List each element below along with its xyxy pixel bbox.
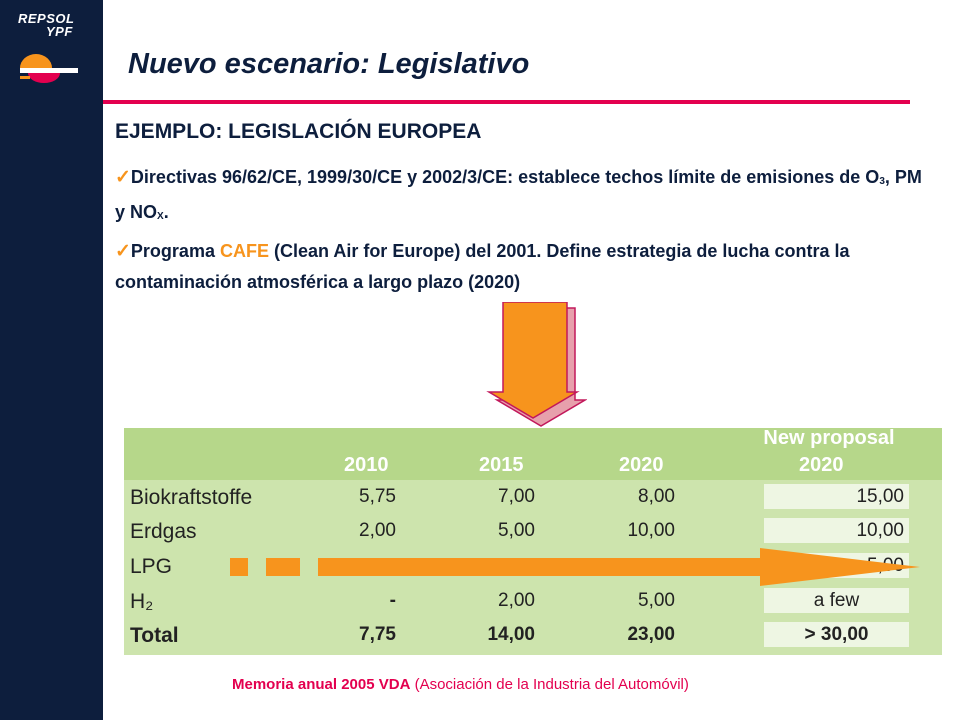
new-proposal-label: New proposal xyxy=(763,427,895,449)
cafe-highlight: CAFE xyxy=(219,241,269,261)
logo-text-repsol: REPSOL xyxy=(18,11,75,26)
subscript: X xyxy=(157,211,164,222)
row-label: LPG xyxy=(130,555,173,578)
row-label: Total xyxy=(130,624,179,647)
sidebar-band: REPSOL YPF xyxy=(0,0,103,720)
row-label: Biokraftstoffe xyxy=(130,486,253,509)
cell: 7,00 xyxy=(498,486,535,507)
table-row: Biokraftstoffe 5,75 7,00 8,00 15,00 xyxy=(124,480,942,516)
new-value: a few xyxy=(813,590,860,611)
checkmark-icon: ✓ xyxy=(115,167,131,188)
new-value-box xyxy=(764,484,909,509)
cell: 14,00 xyxy=(487,624,535,645)
source-caption: Memoria anual 2005 VDA (Asociación de la… xyxy=(232,676,689,693)
caption-source: Memoria anual 2005 VDA xyxy=(232,676,411,693)
lpg-arrow-icon xyxy=(230,548,920,586)
row-label: H₂ xyxy=(130,590,154,613)
new-value-box xyxy=(764,518,909,543)
checkmark-icon: ✓ xyxy=(115,241,131,262)
cell: 5,00 xyxy=(638,590,675,611)
cell: 5,00 xyxy=(498,520,535,541)
bullet-text: . xyxy=(163,202,169,222)
table-row: Erdgas 2,00 5,00 10,00 10,00 xyxy=(124,514,942,550)
new-value-box xyxy=(764,588,909,613)
cell: 2,00 xyxy=(498,590,535,611)
table-row-total: Total 7,75 14,00 23,00 > 30,00 xyxy=(124,618,942,654)
row-label: Erdgas xyxy=(130,520,197,543)
bullet-directivas: ✓Directivas 96/62/CE, 1999/30/CE y 2002/… xyxy=(115,162,927,232)
col-header-2010: 2010 xyxy=(344,454,389,476)
new-value-box xyxy=(764,622,909,647)
col-header-new-2020: 2020 xyxy=(799,454,844,476)
cell: 8,00 xyxy=(638,486,675,507)
bullet-text: (Clean Air for Europe) del 2001. Define … xyxy=(115,241,850,292)
cell: 2,00 xyxy=(359,520,396,541)
new-value: 10,00 xyxy=(856,520,904,541)
col-header-2020: 2020 xyxy=(619,454,664,476)
page-title: Nuevo escenario: Legislativo xyxy=(128,48,530,80)
title-divider xyxy=(103,100,910,104)
cell: - xyxy=(389,590,396,611)
section-subtitle: EJEMPLO: LEGISLACIÓN EUROPEA xyxy=(115,120,482,143)
cell: 23,00 xyxy=(627,624,675,645)
cell: 7,75 xyxy=(359,624,396,645)
repsol-ypf-logo: REPSOL YPF xyxy=(18,12,84,92)
table-row: H₂ - 2,00 5,00 a few xyxy=(124,584,942,620)
logo-text-ypf: YPF xyxy=(46,24,73,39)
fuel-table-panel: New proposal 2010 2015 2020 2020 Biokraf… xyxy=(124,428,942,655)
bullet-cafe: ✓Programa CAFE (Clean Air for Europe) de… xyxy=(115,236,927,298)
new-value: > 30,00 xyxy=(804,624,869,645)
logo-mark-icon xyxy=(20,54,78,83)
caption-detail: (Asociación de la Industria del Automóvi… xyxy=(410,676,689,693)
bullet-text: Directivas 96/62/CE, 1999/30/CE y 2002/3… xyxy=(130,167,880,187)
subscript: 3 xyxy=(879,176,885,187)
cell: 10,00 xyxy=(627,520,675,541)
down-arrow-icon xyxy=(486,302,587,427)
bullet-text: , PM y NO xyxy=(115,167,922,222)
cell: 5,75 xyxy=(359,486,396,507)
new-value: 15,00 xyxy=(856,486,904,507)
bullet-text: Programa xyxy=(130,241,220,261)
col-header-2015: 2015 xyxy=(479,454,524,476)
